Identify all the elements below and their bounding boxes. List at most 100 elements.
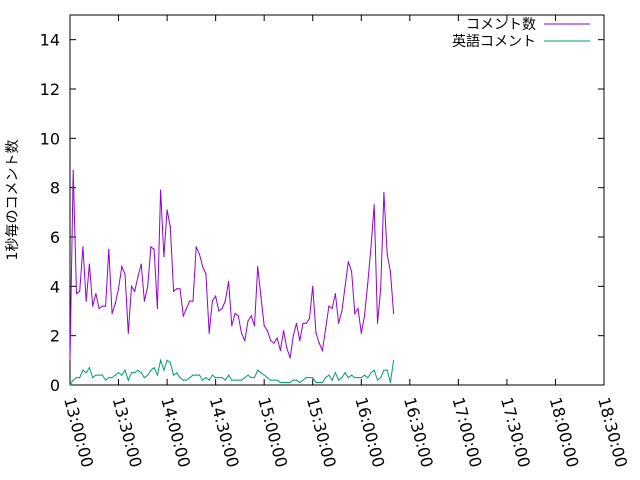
data-point	[221, 307, 223, 310]
data-point	[150, 246, 152, 248]
data-point	[373, 369, 375, 371]
data-point	[121, 374, 123, 376]
data-point	[315, 381, 317, 384]
data-point	[331, 379, 333, 381]
data-point	[208, 379, 210, 381]
x-tick-label: 15:30:00	[303, 395, 340, 469]
data-point	[266, 377, 268, 379]
data-point	[302, 322, 304, 324]
data-point	[315, 332, 317, 334]
data-point	[328, 374, 330, 376]
data-point	[156, 307, 158, 310]
data-point	[260, 372, 262, 374]
data-point	[331, 307, 333, 310]
data-point	[292, 379, 294, 381]
data-point	[244, 340, 246, 342]
data-point	[338, 379, 340, 381]
data-point	[163, 369, 165, 371]
data-point	[179, 288, 181, 290]
data-point	[98, 374, 100, 376]
data-point	[321, 349, 323, 352]
data-point	[92, 305, 94, 307]
x-tick-label: 17:30:00	[497, 395, 534, 469]
data-point	[276, 337, 278, 339]
data-point	[82, 246, 84, 248]
data-point	[237, 315, 239, 317]
data-point	[127, 379, 129, 381]
data-point	[276, 379, 278, 381]
data-point	[380, 377, 382, 379]
data-point	[325, 327, 327, 329]
data-point	[69, 384, 71, 386]
data-point	[192, 374, 194, 376]
data-point	[263, 325, 265, 327]
data-point	[185, 379, 188, 381]
x-tick-label: 16:30:00	[400, 395, 437, 469]
data-point	[237, 379, 239, 381]
data-point	[244, 377, 246, 379]
series-lines	[69, 169, 395, 386]
data-point	[75, 377, 78, 379]
data-point	[88, 367, 90, 369]
data-point	[72, 379, 74, 381]
data-point	[318, 381, 320, 384]
data-point	[286, 347, 288, 349]
data-point	[130, 285, 133, 287]
data-point	[312, 285, 314, 287]
data-point	[367, 377, 369, 379]
data-point	[205, 273, 207, 275]
data-point	[117, 372, 120, 374]
data-point	[198, 253, 201, 255]
data-point	[389, 381, 391, 384]
y-tick-label: 2	[50, 327, 60, 346]
data-point	[383, 192, 385, 194]
data-point	[370, 372, 372, 374]
data-point	[169, 362, 171, 364]
data-point	[289, 381, 291, 384]
data-point	[228, 280, 230, 282]
y-tick-label: 4	[50, 277, 60, 296]
data-point	[150, 369, 152, 371]
data-point	[114, 303, 116, 305]
data-point	[347, 261, 349, 263]
data-point	[308, 317, 311, 319]
y-tick-label: 0	[50, 376, 60, 395]
x-tick-label: 13:30:00	[109, 395, 146, 469]
data-point	[228, 374, 230, 376]
data-point	[338, 322, 340, 324]
data-point	[312, 377, 314, 379]
data-point	[202, 379, 204, 381]
data-point	[266, 330, 268, 332]
data-point	[111, 377, 113, 379]
data-point	[328, 305, 330, 307]
y-tick-label: 14	[40, 31, 60, 50]
x-tick-label: 16:00:00	[351, 395, 388, 469]
data-point	[211, 374, 213, 376]
data-point	[234, 312, 236, 315]
data-point	[185, 307, 188, 310]
data-point	[292, 335, 294, 337]
data-point	[279, 381, 281, 384]
data-point	[117, 288, 120, 290]
data-point	[299, 381, 301, 384]
data-point	[208, 332, 210, 334]
data-point	[250, 315, 252, 317]
data-point	[295, 322, 298, 324]
data-point	[79, 377, 81, 379]
data-point	[341, 310, 343, 312]
data-point	[140, 372, 142, 374]
y-tick-label: 6	[50, 228, 60, 247]
data-point	[105, 379, 107, 381]
data-point	[354, 312, 356, 315]
data-point	[376, 322, 379, 324]
data-point	[101, 305, 103, 307]
data-point	[393, 359, 395, 361]
x-tick-label: 14:00:00	[157, 395, 194, 469]
x-tick-label: 13:00:00	[60, 395, 97, 469]
data-point	[308, 377, 311, 379]
x-tick-label: 15:00:00	[254, 395, 291, 469]
axes: 0 2 4 6 8 10 12 14 13:00:00 13:30:00 14:00:00 14:30…	[40, 14, 631, 469]
data-point	[182, 379, 184, 381]
data-point	[189, 377, 191, 379]
